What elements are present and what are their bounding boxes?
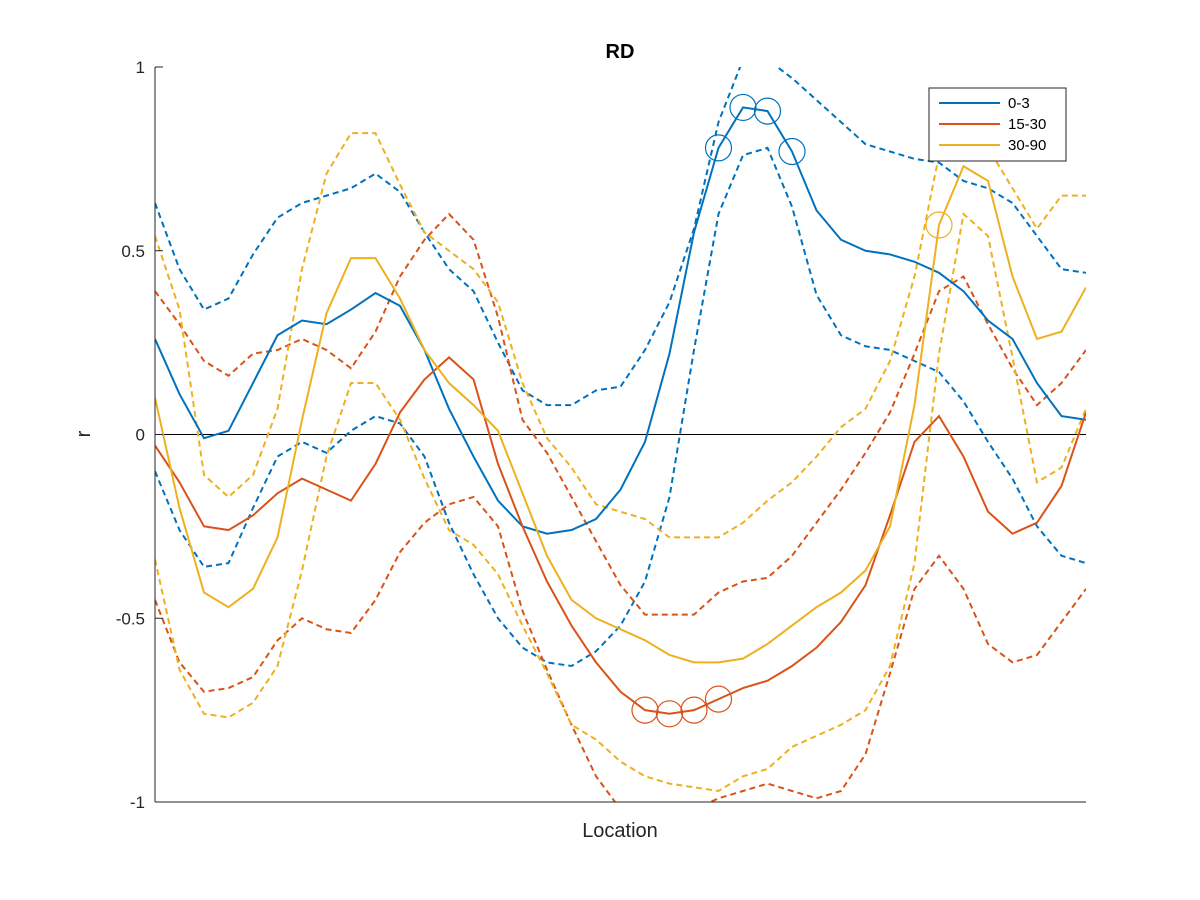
y-ticks: -1 -0.5 0 0.5 1 — [116, 58, 163, 812]
series-15-30-upper-bound — [155, 212, 1086, 616]
series-30-90-marker — [925, 211, 953, 239]
legend-label-15-30: 15-30 — [1008, 116, 1046, 133]
series-15-30-marker — [704, 685, 733, 713]
chart-title: RD — [606, 41, 635, 63]
x-axis-label: Location — [582, 820, 658, 842]
series-30-90-upper-bound — [155, 132, 1086, 539]
y-tick-label: 0.5 — [121, 242, 145, 261]
y-axis-label: r — [73, 430, 95, 437]
series-0-3-lower-bound — [155, 146, 1086, 668]
series-15-30-marker — [631, 696, 659, 724]
series-15-30-marker — [655, 700, 684, 728]
series-15-30-marker — [680, 696, 708, 724]
series-30-90-line — [155, 164, 1086, 664]
legend: 0-3 15-30 30-90 — [928, 87, 1067, 162]
legend-entries: 0-3 15-30 30-90 — [939, 95, 1046, 154]
plot-area: -1 -0.5 0 0.5 1 — [116, 58, 1086, 812]
y-tick-label: 1 — [136, 58, 145, 77]
y-tick-label: -0.5 — [116, 609, 145, 628]
legend-label-0-3: 0-3 — [1008, 95, 1030, 112]
y-tick-label: -1 — [130, 793, 145, 812]
legend-label-30-90: 30-90 — [1008, 137, 1046, 154]
series-15-30-line — [155, 355, 1086, 715]
series-0-3-marker — [753, 97, 782, 125]
series-15-30-lower-bound — [155, 495, 1086, 802]
series-0-3-marker — [704, 134, 733, 162]
series-0-3-line — [155, 106, 1086, 535]
series-0-3-marker — [729, 93, 757, 122]
series-0-3-marker — [778, 137, 806, 166]
y-tick-label: 0 — [136, 426, 145, 445]
marker-layer — [631, 93, 953, 728]
